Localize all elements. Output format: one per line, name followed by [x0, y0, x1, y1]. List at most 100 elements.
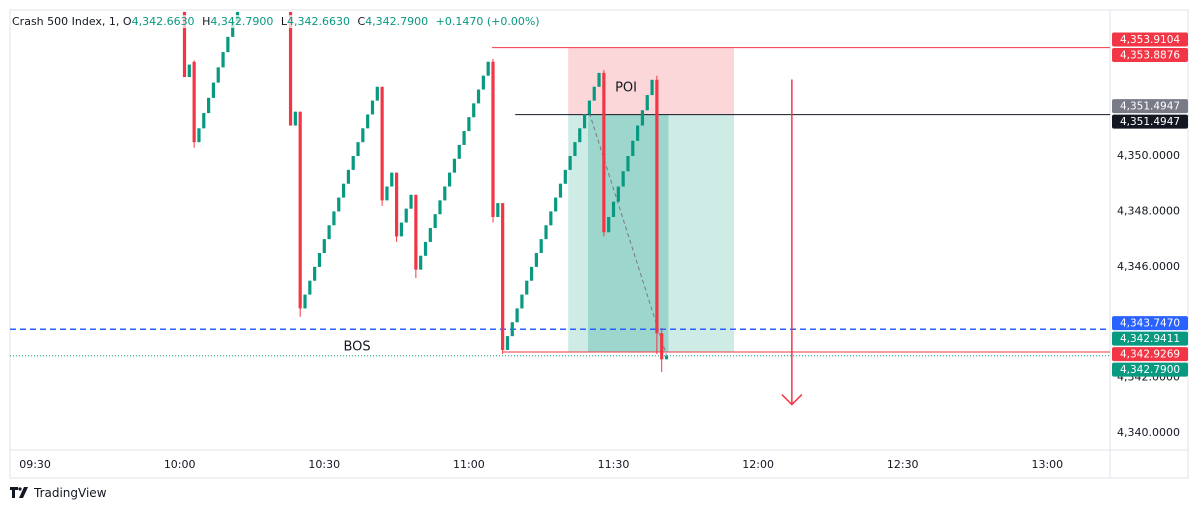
change: +0.1470 (+0.00%)	[435, 15, 540, 28]
price-label-box	[1112, 47, 1188, 62]
candle-body	[221, 52, 225, 68]
candle-body	[390, 172, 394, 187]
price-label: 4,342.9411	[1120, 333, 1180, 345]
price-label: 4,342.9269	[1120, 349, 1180, 361]
candle-body	[645, 95, 649, 111]
candle-body	[582, 114, 587, 129]
annotation: BOS	[343, 340, 370, 355]
candle-body	[438, 200, 442, 215]
plot-area: POI BOS	[10, 11, 1110, 406]
candle-body	[361, 128, 365, 143]
price-label-box	[1112, 362, 1188, 377]
price-label-box	[1112, 316, 1188, 331]
candle-body	[568, 156, 572, 170]
candle-body	[467, 117, 471, 132]
candle-body	[534, 252, 538, 267]
ohlc-value: 4,342.7900	[365, 15, 429, 28]
x-tick-label: 09:30	[19, 458, 51, 471]
price-label-box	[1112, 347, 1188, 362]
price-label: 4,353.9104	[1120, 34, 1180, 46]
candle-body	[515, 308, 519, 323]
candle-body	[187, 64, 191, 78]
candle-body	[520, 294, 524, 309]
candle-body	[510, 322, 514, 337]
candle-body	[626, 156, 630, 172]
x-tick-label: 11:30	[598, 458, 630, 471]
candle-body	[375, 86, 379, 101]
candle-body	[366, 114, 370, 129]
candle-body	[636, 125, 640, 141]
candle-body	[327, 225, 331, 240]
price-label: 4,353.8876	[1120, 49, 1180, 61]
candle-body	[640, 110, 645, 126]
candle-body	[539, 239, 543, 253]
y-tick-label: 4,350.0000	[1117, 149, 1180, 162]
candle-body	[496, 203, 500, 217]
candle-body	[197, 128, 201, 143]
candle-body	[573, 142, 577, 157]
candle-body	[202, 113, 206, 129]
price-label: 4,342.7900	[1120, 364, 1180, 376]
candle-body	[341, 183, 346, 198]
candle-body	[216, 67, 220, 83]
x-tick-label: 10:30	[308, 458, 340, 471]
candle-body	[308, 280, 312, 295]
ohlc-key: H	[202, 15, 211, 28]
candle-body	[394, 172, 399, 237]
y-tick-label: 4,348.0000	[1117, 204, 1180, 217]
candle-body	[544, 225, 548, 240]
price-label-box	[1112, 114, 1188, 129]
candle-body	[303, 294, 307, 309]
annotation: POI	[615, 81, 637, 96]
candle-body	[655, 79, 659, 334]
y-tick-label: 4,346.0000	[1117, 260, 1180, 273]
x-tick-label: 13:00	[1031, 458, 1063, 471]
target-zone	[568, 114, 735, 353]
candle-body	[448, 172, 452, 187]
candle-body	[587, 100, 592, 115]
progress-zone	[587, 114, 669, 353]
candle-body	[293, 111, 297, 126]
price-label: 4,343.7470	[1120, 318, 1180, 330]
candle-body	[607, 216, 611, 233]
candle-body	[433, 214, 437, 229]
footer: TradingView	[10, 486, 107, 500]
candle-body	[554, 197, 558, 212]
candle-body	[602, 72, 606, 233]
candle-body	[476, 89, 481, 104]
candle-body	[578, 128, 582, 143]
ohlc-value: 4,342.7900	[210, 15, 274, 28]
candle-body	[660, 333, 664, 360]
candle-body	[529, 266, 534, 281]
x-tick-label: 10:00	[164, 458, 196, 471]
x-tick-label: 12:30	[887, 458, 919, 471]
candle-body	[182, 11, 187, 78]
price-label-box	[1112, 32, 1188, 47]
candle-body	[457, 144, 461, 159]
brand: TradingView	[34, 486, 107, 500]
candle-body	[322, 239, 326, 253]
candle-body	[370, 100, 375, 115]
candle-body	[423, 241, 428, 256]
x-tick-label: 11:00	[453, 458, 485, 471]
candle-body	[592, 86, 596, 101]
candle-body	[404, 208, 408, 223]
y-tick-label: 4,340.0000	[1117, 426, 1180, 439]
candle-body	[337, 197, 341, 212]
candle-body	[452, 158, 457, 173]
candle-body	[356, 142, 360, 157]
price-label: 4,351.4947	[1120, 101, 1180, 113]
candle-body	[563, 169, 567, 184]
candle-body	[481, 75, 485, 90]
frame	[9, 9, 1189, 479]
price-label: 4,351.4947	[1120, 116, 1180, 128]
candle-body	[664, 355, 669, 360]
candle-body	[525, 280, 529, 295]
ohlc-key: O	[122, 15, 132, 28]
candle-body	[558, 183, 563, 198]
legend-header: Crash 500 Index, 1, O4,342.6630 H4,342.7…	[12, 15, 544, 28]
candle-body	[351, 156, 355, 170]
ohlc-key: C	[357, 15, 366, 28]
candle-body	[597, 72, 601, 87]
